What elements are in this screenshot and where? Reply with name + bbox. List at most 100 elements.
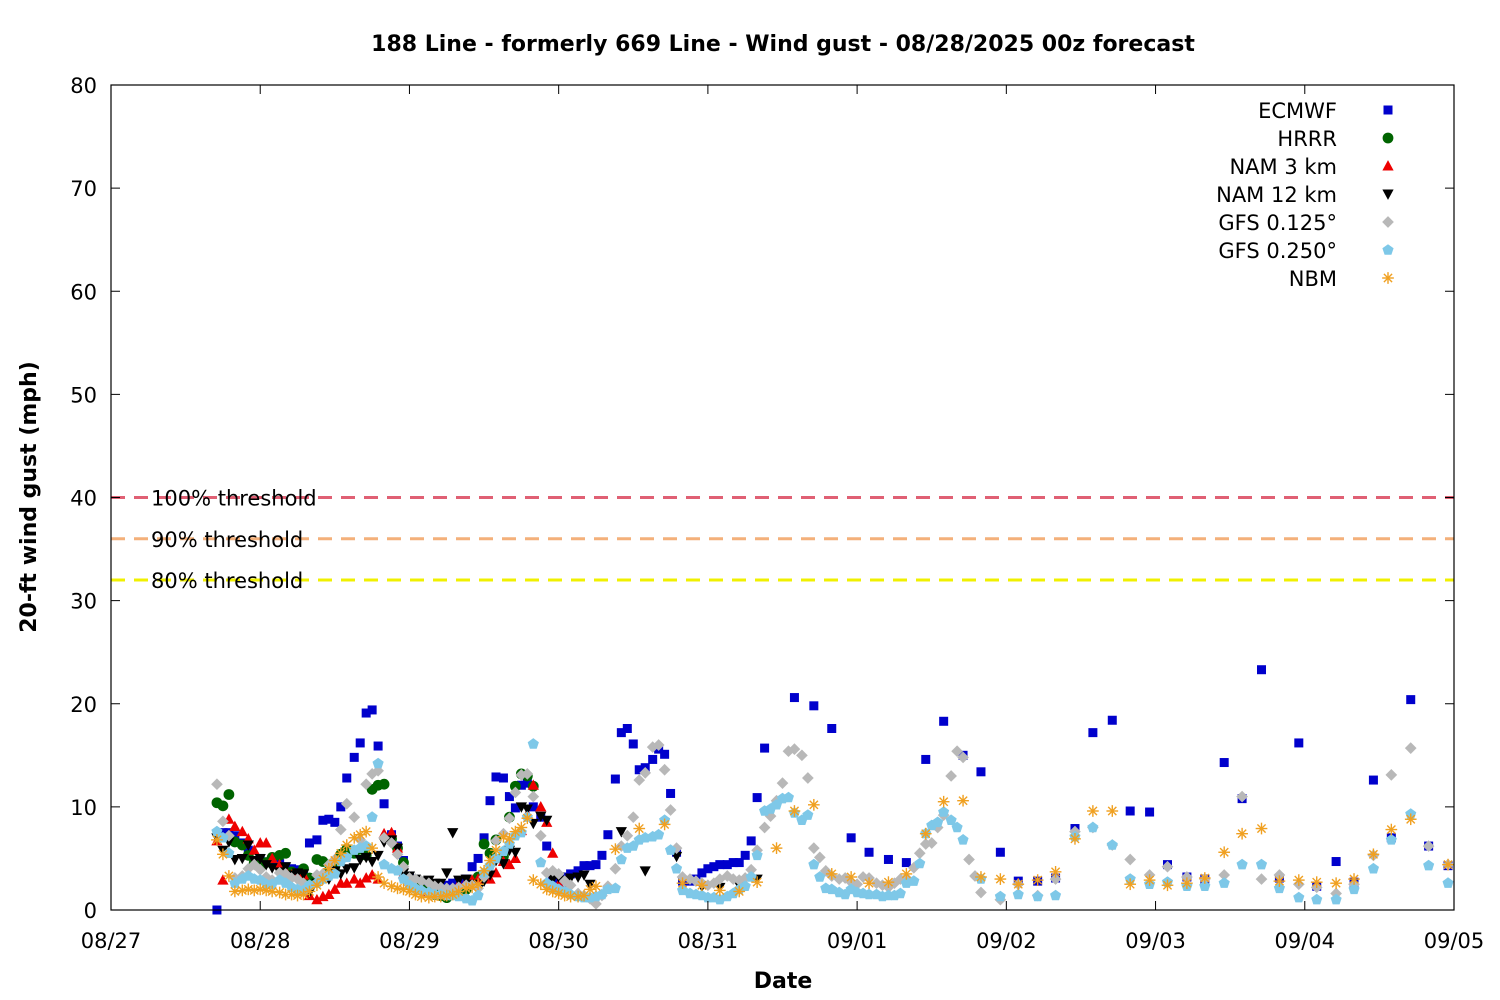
- asterisk-stroke: [1050, 867, 1061, 877]
- data-point: [349, 752, 359, 762]
- asterisk-stroke: [473, 879, 483, 889]
- data-point: [466, 881, 478, 894]
- data-point: [254, 863, 267, 876]
- data-point: [615, 853, 627, 865]
- data-point: [379, 799, 389, 809]
- data-point: [434, 890, 447, 903]
- data-point: [1348, 883, 1360, 895]
- asterisk-stroke: [461, 883, 471, 893]
- data-point: [628, 739, 638, 749]
- asterisk-stroke: [324, 864, 334, 874]
- asterisk-stroke: [510, 827, 520, 837]
- data-point: [1069, 832, 1081, 845]
- data-point: [713, 884, 726, 897]
- data-point: [1124, 853, 1137, 866]
- data-point: [709, 862, 719, 872]
- data-point: [1161, 860, 1174, 873]
- asterisk-stroke: [715, 885, 725, 895]
- data-point: [1032, 890, 1044, 902]
- data-point: [597, 850, 607, 860]
- legend-label: NAM 12 km: [1216, 183, 1337, 207]
- data-point: [324, 814, 334, 824]
- asterisk-stroke: [442, 890, 452, 901]
- data-point: [782, 791, 794, 803]
- data-point: [266, 885, 279, 898]
- data-point: [1198, 872, 1211, 884]
- data-point: [323, 888, 335, 900]
- x-tick-label: 09/04: [1275, 929, 1336, 953]
- data-point: [746, 836, 756, 846]
- data-point: [535, 811, 547, 823]
- data-point: [478, 864, 490, 877]
- data-point: [634, 765, 644, 775]
- data-point: [1385, 769, 1398, 781]
- data-point: [397, 860, 410, 873]
- asterisk-stroke: [292, 890, 303, 901]
- asterisk-stroke: [504, 834, 515, 844]
- asterisk-stroke: [1274, 876, 1284, 886]
- asterisk-stroke: [976, 872, 986, 882]
- data-point: [472, 889, 484, 901]
- data-point: [863, 888, 875, 900]
- data-point: [639, 866, 651, 877]
- data-point: [734, 858, 744, 868]
- data-point: [211, 834, 223, 846]
- data-point: [733, 885, 746, 898]
- data-point: [360, 778, 373, 791]
- data-point: [1367, 862, 1379, 874]
- data-point: [342, 773, 352, 783]
- data-point: [639, 766, 652, 779]
- data-point: [535, 856, 547, 868]
- data-point: [217, 815, 229, 828]
- data-point: [378, 831, 390, 844]
- data-point: [1087, 821, 1099, 833]
- data-point: [845, 871, 857, 883]
- data-point: [385, 837, 398, 849]
- data-point: [311, 893, 323, 905]
- data-point: [372, 850, 384, 862]
- asterisk-stroke: [1088, 806, 1098, 816]
- data-point: [211, 825, 223, 837]
- data-point: [428, 880, 441, 893]
- data-point: [1088, 728, 1098, 738]
- data-point: [509, 780, 521, 792]
- data-point: [938, 806, 950, 817]
- data-point: [391, 865, 404, 876]
- data-point: [217, 800, 229, 812]
- data-point: [1236, 827, 1248, 840]
- asterisk-stroke: [1033, 875, 1043, 885]
- data-point: [1012, 878, 1025, 891]
- data-point: [473, 853, 483, 863]
- data-point: [863, 877, 875, 890]
- data-point: [846, 833, 856, 843]
- legend-marker: [1382, 216, 1394, 228]
- asterisk-stroke: [1368, 849, 1379, 859]
- data-point: [378, 778, 390, 790]
- data-point: [788, 743, 801, 755]
- data-point: [945, 770, 957, 782]
- data-point: [1106, 839, 1118, 850]
- data-point: [336, 802, 346, 812]
- asterisk-stroke: [1256, 823, 1267, 834]
- data-point: [584, 883, 596, 896]
- data-point: [391, 848, 404, 861]
- data-point: [1273, 882, 1285, 894]
- asterisk-stroke: [573, 892, 583, 902]
- ticks-layer: 0 10 20 30 40 50 60 70 80 08/27 08/28 08/29 08/30 08/…: [70, 74, 1484, 953]
- data-point: [658, 818, 671, 831]
- data-point: [1107, 715, 1117, 725]
- asterisk-stroke: [1331, 878, 1341, 888]
- data-point: [334, 823, 347, 836]
- data-point: [758, 821, 771, 834]
- data-point: [975, 871, 987, 883]
- data-point: [1423, 859, 1435, 871]
- data-point: [1050, 889, 1062, 901]
- y-tick-label: 50: [70, 383, 97, 407]
- data-point: [696, 879, 708, 892]
- data-point: [876, 879, 889, 892]
- x-tick-label: 08/29: [379, 929, 440, 953]
- data-point: [957, 751, 969, 764]
- data-point: [670, 842, 683, 854]
- data-point: [479, 833, 489, 843]
- data-point: [223, 789, 235, 800]
